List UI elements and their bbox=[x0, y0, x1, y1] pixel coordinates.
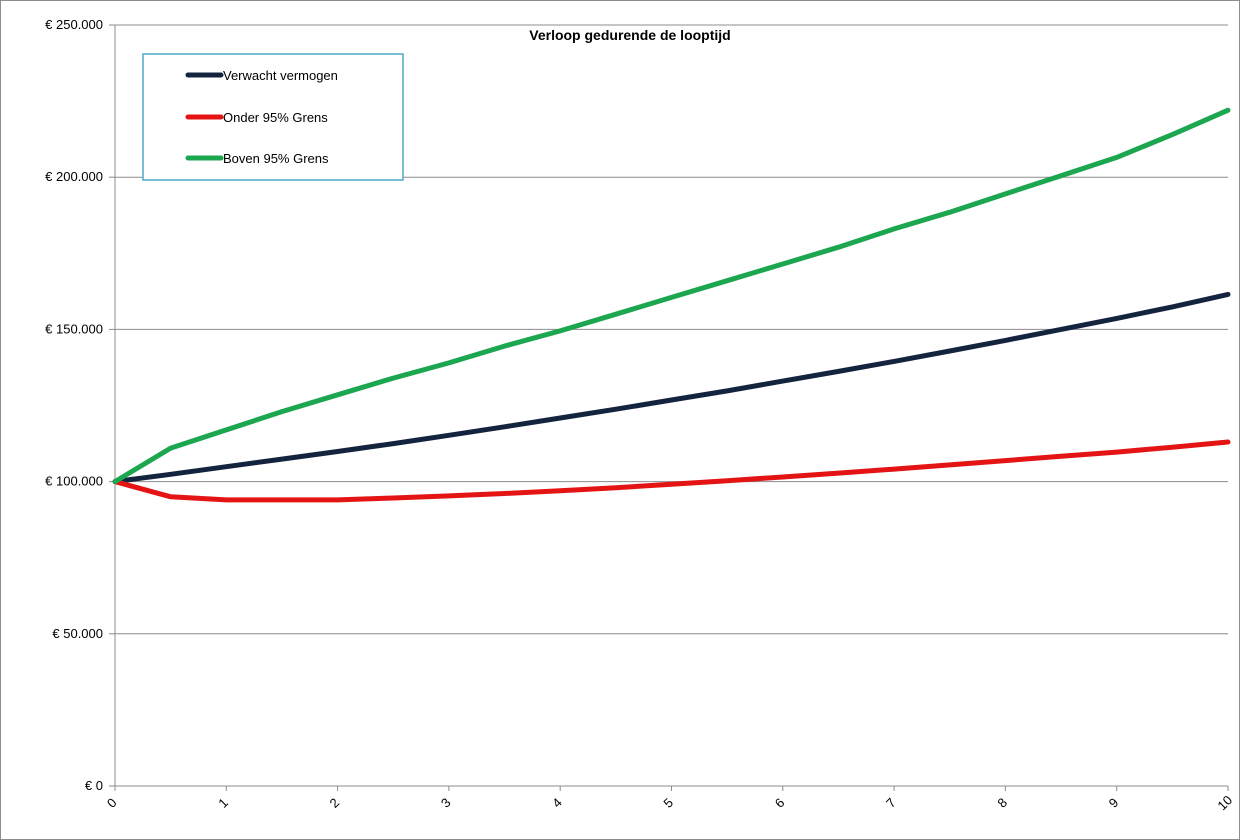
legend: Verwacht vermogen Onder 95% Grens Boven 95… bbox=[142, 53, 404, 181]
legend-label-1: Verwacht vermogen bbox=[223, 68, 338, 83]
y-tick-label: € 50.000 bbox=[52, 626, 103, 641]
gridlines bbox=[115, 24, 1228, 635]
series-lines bbox=[112, 107, 1231, 503]
chart-title: Verloop gedurende de looptijd bbox=[529, 27, 730, 43]
y-axis-tick-labels: € 0 € 50.000 € 100.000 € 150.000 € 200.000 € … bbox=[45, 17, 103, 793]
series-line-3 bbox=[112, 107, 1231, 485]
legend-label-3: Boven 95% Grens bbox=[223, 151, 329, 166]
legend-label-2: Onder 95% Grens bbox=[223, 110, 328, 125]
axes bbox=[109, 24, 1229, 791]
legend-items: Verwacht vermogen Onder 95% Grens Boven 95… bbox=[185, 68, 338, 166]
y-tick-label: € 200.000 bbox=[45, 169, 103, 184]
y-tick-label: € 250.000 bbox=[45, 17, 103, 32]
series-line-1 bbox=[112, 291, 1231, 485]
y-tick-label: € 150.000 bbox=[45, 321, 103, 336]
y-tick-label: € 100.000 bbox=[45, 474, 103, 489]
y-tick-label: € 0 bbox=[85, 778, 103, 793]
series-line-2 bbox=[112, 439, 1231, 503]
